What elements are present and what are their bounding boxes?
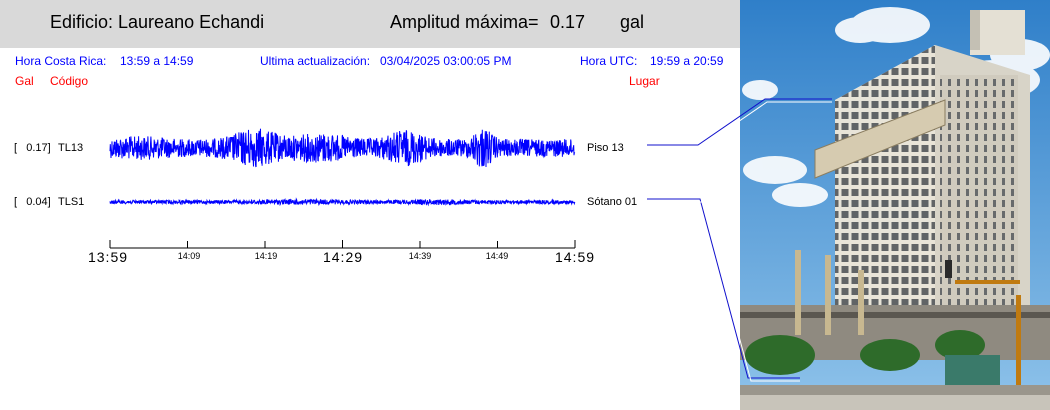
trace-channel-1 xyxy=(109,128,576,168)
update-label: Ultima actualización: xyxy=(260,54,371,68)
utc-label: Hora UTC: xyxy=(580,54,638,68)
cr-time-label: Hora Costa Rica: xyxy=(15,54,107,68)
column-gal: Gal xyxy=(15,74,34,88)
cr-time-range: 13:59 a 14:59 xyxy=(120,54,194,68)
update-value: 03/04/2025 03:00:05 PM xyxy=(380,54,512,68)
building-title: Edificio: Laureano Echandi xyxy=(50,12,265,32)
amplitude-unit: gal xyxy=(620,12,645,32)
column-place: Lugar xyxy=(629,74,660,88)
time-label-major-2: 14:29 xyxy=(322,249,364,265)
time-axis-ticks xyxy=(109,240,576,248)
time-label-major-1: 13:59 xyxy=(87,249,129,265)
time-label-minor-1: 14:09 xyxy=(177,251,201,261)
building-photo xyxy=(740,0,1050,410)
amplitude-label: Amplitud máxima= xyxy=(390,12,539,32)
trace-channel-2 xyxy=(109,197,576,207)
time-label-minor-2: 14:19 xyxy=(254,251,278,261)
header-bar xyxy=(0,0,740,48)
amplitude-value: 0.17 xyxy=(550,12,586,32)
channel-1-code: TL13 xyxy=(58,142,84,154)
time-label-minor-4: 14:49 xyxy=(485,251,509,261)
channel-1-amplitude: [ 0.17] xyxy=(14,142,51,154)
channel-2-place: Sótano 01 xyxy=(587,196,638,208)
time-label-minor-3: 14:39 xyxy=(408,251,432,261)
column-code: Código xyxy=(50,74,89,88)
channel-2-amplitude: [ 0.04] xyxy=(14,196,51,208)
utc-range: 19:59 a 20:59 xyxy=(650,54,724,68)
time-label-major-3: 14:59 xyxy=(554,249,596,265)
channel-2-code: TLS1 xyxy=(58,196,85,208)
trace-panel xyxy=(109,128,576,249)
channel-1-place: Piso 13 xyxy=(587,142,624,154)
